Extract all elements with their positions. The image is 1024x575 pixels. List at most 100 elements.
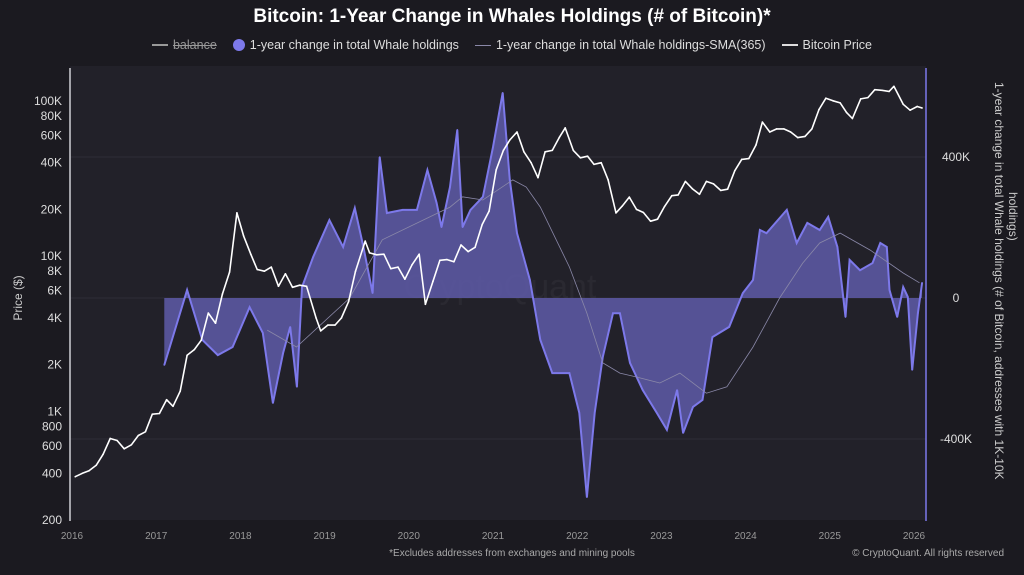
whale-change-point [906,296,909,298]
bitcoin-price-point [453,260,455,263]
legend-dot-swatch [232,39,245,51]
x-tick-label: 2020 [398,531,421,542]
bitcoin-price-point [375,254,378,256]
whale-change-point [482,196,484,198]
y-left-tick-label: 6K [47,284,62,298]
whale-change-point [896,316,898,318]
bitcoin-price-point [733,169,736,172]
whale-change-point [282,352,284,354]
bitcoin-price-point [165,398,168,401]
bitcoin-price-point [347,300,350,303]
legend-line-swatch [151,44,168,46]
bitcoin-price-point [544,150,546,153]
whale-change-point [301,286,303,288]
whale-change-point [186,289,188,291]
bitcoin-price-point [761,121,764,123]
x-tick-label: 2026 [903,531,926,542]
bitcoin-price-point [607,179,609,181]
sma-line [267,179,920,394]
bitcoin-price-point [663,205,666,208]
whale-change-point [619,312,621,314]
footnote: *Excludes addresses from exchanges and m… [389,548,635,559]
bitcoin-price-point [859,98,862,100]
bitcoin-price-point [298,284,301,287]
whale-change-point [921,282,923,284]
whale-change-point [676,389,678,391]
bitcoin-price-point [670,194,673,197]
bitcoin-price-point [649,220,652,222]
legend-item-whale-change[interactable]: 1-year change in total Whale holdings [232,38,459,52]
bitcoin-price-point [789,131,792,133]
whale-change-point [806,222,809,224]
whale-change-point [342,246,344,248]
bitcoin-price-point [775,128,778,130]
whale-change-point [163,364,166,366]
y-left-tick-label: 200 [42,513,62,527]
bitcoin-price-point [881,89,883,92]
y-left-tick-label: 60K [41,128,62,142]
whale-change-point [440,226,443,228]
y-left-tick-label: 40K [41,156,62,170]
bitcoin-price-point [495,168,498,171]
bitcoin-price-point [179,390,181,393]
bitcoin-price-point [327,324,329,326]
bitcoin-price-point [263,270,266,273]
bitcoin-price-point [530,161,532,164]
whale-change-point [666,429,668,431]
x-tick-label: 2024 [734,531,757,542]
x-tick-label: 2017 [145,531,168,542]
bitcoin-price-point [839,102,841,104]
whale-change-point [371,292,374,294]
bitcoin-price-point [502,149,505,152]
bitcoin-price-point [340,317,343,319]
bitcoin-price-point [95,464,97,467]
whale-change-point [539,339,542,341]
bitcoin-price-point [88,469,90,472]
bitcoin-price-point [102,453,104,456]
bitcoin-price-point [109,437,111,440]
y-left-label: Price ($) [11,275,25,320]
whale-change-line [163,92,924,498]
y-right-label-line1: 1-year change in total Whale holdings (#… [992,82,1006,480]
bitcoin-price-point [411,263,413,266]
bitcoin-price-point [368,252,371,254]
whale-change-point [701,399,704,401]
bitcoin-price-point [916,105,919,108]
y-left-tick-label: 8K [47,264,62,278]
bitcoin-price-point [467,250,469,253]
legend-item-sma[interactable]: 1-year change in total Whale holdings-SM… [474,38,766,52]
whale-change-point [551,372,554,374]
x-tick-label: 2023 [650,531,673,542]
whale-change-point [568,372,571,374]
bitcoin-price-point [151,413,154,416]
y-left-tick-label: 10K [41,249,62,263]
bitcoin-price-point [446,258,448,261]
bitcoin-price-point [364,240,367,242]
whale-change-point [469,209,472,211]
whale-change-point [449,186,451,188]
bitcoin-price-point [656,218,659,220]
bitcoin-price-point [782,128,785,130]
series-layer [74,85,924,498]
bitcoin-price-point [726,188,729,190]
bitcoin-price-point [691,187,694,190]
whale-change-point [879,242,882,244]
bitcoin-price-point [474,246,476,249]
bitcoin-price-point [902,103,904,106]
bitcoin-price-point [537,176,539,179]
bitcoin-price-point [439,259,441,262]
legend-item-balance[interactable]: balance [151,38,217,52]
legend-line-swatch [781,44,798,46]
legend-item-price[interactable]: Bitcoin Price [781,38,872,52]
bitcoin-price-point [305,285,308,288]
bitcoin-price-point [390,267,392,270]
legend: balance 1-year change in total Whale hol… [0,38,1024,52]
bitcoin-price-point [193,348,196,351]
whale-change-point [711,336,714,338]
bitcoin-price-point [888,90,890,93]
whale-change-point [248,306,251,308]
whale-change-point [848,259,851,261]
whale-change-point [216,354,219,356]
whale-change-point [289,326,292,328]
